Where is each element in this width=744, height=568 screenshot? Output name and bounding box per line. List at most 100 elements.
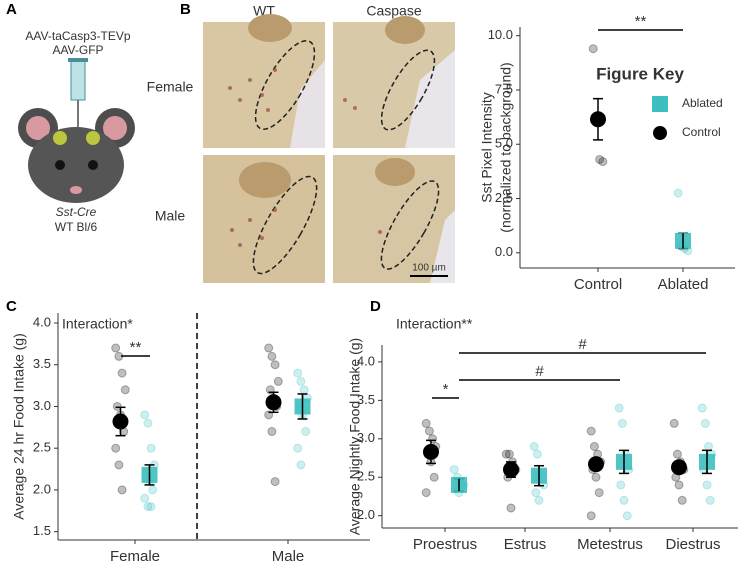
data-point xyxy=(273,376,283,386)
data-point xyxy=(146,502,156,512)
mean-marker xyxy=(588,456,604,473)
x-tick-label: Ablated xyxy=(658,276,709,293)
x-tick-label: Control xyxy=(574,276,622,293)
strain-text: WT Bl/6 xyxy=(55,220,98,234)
y-tick-label: 2.5 xyxy=(33,440,51,455)
data-point xyxy=(299,385,309,395)
y-tick-label: 4.0 xyxy=(33,314,51,329)
significance-label: # xyxy=(578,336,587,353)
data-point xyxy=(532,449,542,459)
mean-marker xyxy=(112,413,129,430)
y-tick-label: 3.5 xyxy=(357,392,375,407)
row-label: Female xyxy=(147,79,194,95)
data-point xyxy=(531,488,541,498)
data-point xyxy=(429,472,439,482)
column-label: Caspase xyxy=(366,3,421,19)
panel-label: D xyxy=(370,298,381,315)
data-point xyxy=(301,427,311,437)
legend-swatch xyxy=(653,126,667,140)
data-point xyxy=(146,443,156,453)
y-tick-label: 3.0 xyxy=(357,430,375,445)
legend-swatch xyxy=(652,96,668,112)
scale-bar-label: 100 µm xyxy=(412,263,446,274)
mean-marker xyxy=(503,461,519,478)
significance-label: ** xyxy=(635,13,647,30)
data-point xyxy=(594,488,604,498)
y-tick-label: 2.0 xyxy=(33,481,51,496)
data-point xyxy=(622,511,632,521)
data-point xyxy=(428,434,438,444)
y-tick-label: 0.0 xyxy=(495,244,513,259)
panel-label: A xyxy=(6,1,17,18)
data-point xyxy=(112,401,122,411)
data-point xyxy=(267,427,277,437)
data-point xyxy=(270,360,280,370)
data-point xyxy=(117,368,127,378)
data-point xyxy=(148,485,158,495)
data-point xyxy=(529,441,539,451)
data-point xyxy=(598,157,608,167)
data-point xyxy=(669,418,679,428)
data-point xyxy=(120,385,130,395)
row-label: Male xyxy=(155,208,186,224)
data-point xyxy=(595,154,605,164)
data-point xyxy=(534,495,544,505)
data-point xyxy=(264,343,274,353)
syringe xyxy=(68,58,88,128)
y-axis-label: Average Nightly Food Intake (g) xyxy=(347,338,363,535)
data-point xyxy=(672,449,682,459)
data-point xyxy=(421,488,431,498)
data-point xyxy=(705,495,715,505)
data-point xyxy=(616,480,626,490)
data-point xyxy=(504,449,514,459)
legend-label: Ablated xyxy=(682,96,723,110)
strain-text: Sst-Cre xyxy=(56,205,97,219)
data-point xyxy=(296,460,306,470)
data-point xyxy=(140,493,150,503)
y-tick-label: 2.5 xyxy=(357,469,375,484)
data-point xyxy=(111,443,121,453)
x-tick-label: Estrus xyxy=(504,536,547,553)
mouse-illustration xyxy=(18,108,135,203)
data-point xyxy=(619,495,629,505)
data-point xyxy=(674,480,684,490)
mean-marker xyxy=(265,394,282,411)
virus-text: AAV-taCasp3-TEVp xyxy=(25,29,130,43)
mean-marker xyxy=(671,459,687,476)
y-tick-label: 3.0 xyxy=(33,398,51,413)
x-tick-label: Metestrus xyxy=(577,536,643,553)
data-point xyxy=(143,418,153,428)
data-point xyxy=(586,426,596,436)
x-tick-label: Diestrus xyxy=(665,536,720,553)
mean-marker xyxy=(590,111,606,128)
y-axis-label: (normalized to background) xyxy=(498,62,514,232)
data-point xyxy=(143,502,153,512)
y-tick-label: 4.0 xyxy=(357,353,375,368)
data-point xyxy=(704,441,714,451)
x-tick-label: Proestrus xyxy=(413,536,477,553)
data-point xyxy=(140,410,150,420)
data-point xyxy=(293,368,303,378)
significance-label: # xyxy=(535,363,544,380)
y-tick-label: 2.0 xyxy=(357,507,375,522)
data-point xyxy=(586,511,596,521)
chart-title: Interaction** xyxy=(396,316,473,332)
virus-text: AAV-GFP xyxy=(52,43,103,57)
data-point xyxy=(270,477,280,487)
data-point xyxy=(506,503,516,513)
y-axis-label: Sst Pixel Intensity xyxy=(479,92,495,203)
data-point xyxy=(424,426,434,436)
chart-title: Interaction* xyxy=(62,316,133,332)
data-point xyxy=(588,44,598,54)
data-point xyxy=(267,351,277,361)
data-point xyxy=(296,376,306,386)
y-tick-label: 10.0 xyxy=(488,27,513,42)
mean-marker xyxy=(423,443,439,460)
legend-label: Control xyxy=(682,125,721,139)
x-tick-label: Female xyxy=(110,548,160,563)
significance-label: ** xyxy=(130,339,142,356)
y-tick-label: 3.5 xyxy=(33,356,51,371)
y-tick-label: 2.5 xyxy=(495,190,513,205)
data-point xyxy=(591,472,601,482)
